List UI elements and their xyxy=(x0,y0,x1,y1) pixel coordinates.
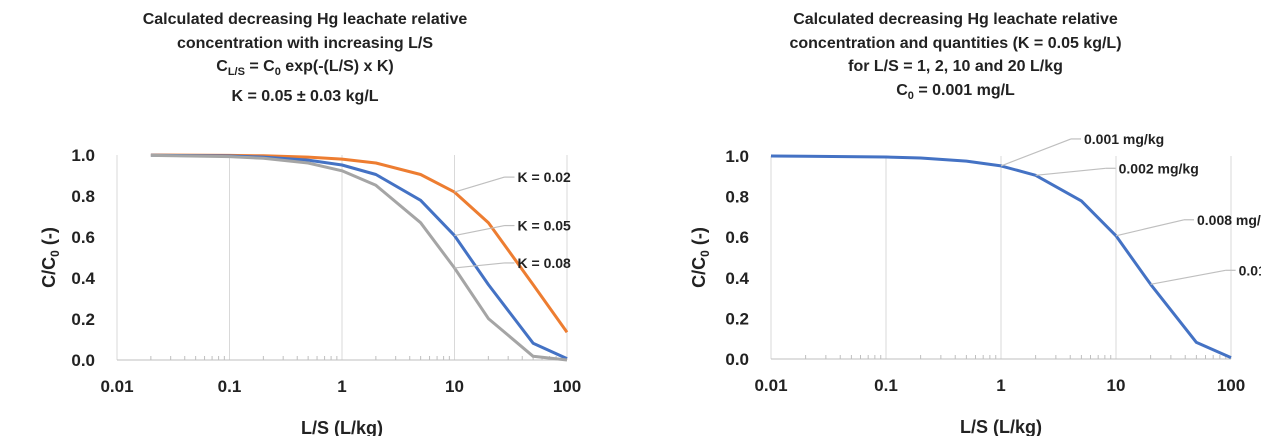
y-tick-label: 0.2 xyxy=(71,310,95,329)
title-line: concentration and quantities (K = 0.05 k… xyxy=(789,34,1122,52)
chart-title: Calculated decreasing Hg leachate relati… xyxy=(0,8,610,108)
title-line: concentration with increasing L/S xyxy=(176,34,434,52)
annotation-label: 0.002 mg/kg xyxy=(1119,160,1199,176)
annotation-leader xyxy=(1115,219,1185,237)
x-axis-title: L/S (L/kg) xyxy=(960,417,1042,436)
annotation-leader xyxy=(1000,138,1072,167)
series-line xyxy=(150,153,568,360)
title-line: K = 0.05 ± 0.03 kg/L xyxy=(231,87,379,105)
x-tick-label: 0.1 xyxy=(874,376,898,395)
annotation-leader xyxy=(454,262,505,269)
title-line-formula: CL/S = C0 exp(-(L/S) x K) xyxy=(216,58,394,79)
y-tick-label: 1.0 xyxy=(71,146,95,165)
series-line xyxy=(770,154,1232,359)
chart-left: Calculated decreasing Hg leachate relati… xyxy=(0,0,610,436)
y-tick-label: 0.2 xyxy=(725,309,749,328)
annotation-leader xyxy=(1150,269,1226,285)
y-tick-label: 1.0 xyxy=(725,147,749,166)
x-tick-label: 100 xyxy=(553,377,581,396)
x-tick-label: 100 xyxy=(1217,376,1245,395)
y-tick-label: 0.8 xyxy=(71,187,95,206)
y-tick-label: 0.6 xyxy=(725,228,749,247)
annotation-label: 0.001 mg/kg xyxy=(1084,131,1164,147)
annotation-leader xyxy=(454,224,505,237)
annotation-label: 0.013 mg/kg xyxy=(1239,262,1261,278)
y-tick-label: 0.0 xyxy=(725,350,749,369)
y-tick-label: 0.8 xyxy=(725,188,749,207)
y-tick-label: 0.4 xyxy=(71,269,95,288)
annotation-label: K = 0.08 xyxy=(518,255,572,271)
annotation-leader xyxy=(1035,167,1106,176)
x-tick-label: 0.01 xyxy=(100,377,133,396)
annotation-leader xyxy=(454,176,505,193)
chart-right: Calculated decreasing Hg leachate relati… xyxy=(650,0,1261,436)
x-tick-label: 0.1 xyxy=(218,377,242,396)
y-tick-label: 0.6 xyxy=(71,228,95,247)
y-tick-label: 0.0 xyxy=(71,351,95,370)
y-tick-label: 0.4 xyxy=(725,269,749,288)
annotation-label: 0.008 mg/kg xyxy=(1197,212,1261,228)
x-tick-label: 0.01 xyxy=(754,376,787,395)
series-line xyxy=(150,153,568,362)
y-axis-title: C/C0 (-) xyxy=(689,227,712,288)
annotation-label: K = 0.02 xyxy=(518,169,572,185)
x-tick-label: 1 xyxy=(337,377,346,396)
title-line: Calculated decreasing Hg leachate relati… xyxy=(142,11,468,28)
x-tick-label: 10 xyxy=(445,377,464,396)
x-tick-label: 10 xyxy=(1107,376,1126,395)
chart-plot-right: 0.01 0.1 1 10 100 0.0 0.2 0.4 0.6 0.8 1.0 L/S (L/kg… xyxy=(689,131,1261,436)
title-line-formula: C0 = 0.001 mg/L xyxy=(896,81,1015,102)
title-line: Calculated decreasing Hg leachate relati… xyxy=(793,11,1118,28)
y-axis-title: C/C0 (-) xyxy=(39,227,62,288)
x-axis-title: L/S (L/kg) xyxy=(301,418,383,436)
chart-plot-left: 0.01 0.1 1 10 100 0.0 0.2 0.4 0.6 0.8 1.0 L/S (L/kg… xyxy=(39,146,581,436)
title-line: for L/S = 1, 2, 10 and 20 L/kg xyxy=(848,58,1063,75)
x-tick-label: 1 xyxy=(996,376,1005,395)
chart-title: Calculated decreasing Hg leachate relati… xyxy=(650,8,1261,108)
annotation-label: K = 0.05 xyxy=(518,218,572,234)
